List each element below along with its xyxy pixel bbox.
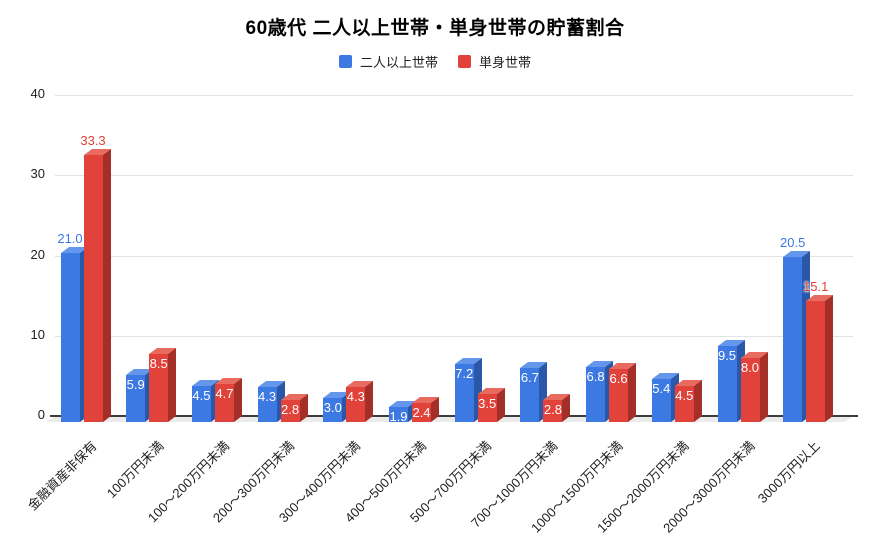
x-axis-label: 金融資産非保有 <box>25 438 101 514</box>
legend-label-series1: 二人以上世帯 <box>359 55 438 70</box>
legend-label-series2: 単身世帯 <box>479 55 532 70</box>
bar-value-label: 4.5 <box>192 387 211 403</box>
legend-item-series1: 二人以上世帯 <box>338 52 438 71</box>
bar-value-label: 8.0 <box>740 359 760 375</box>
bar-value-label: 2.4 <box>412 404 431 420</box>
bar-series2 <box>149 353 169 422</box>
bar-series1 <box>323 397 343 422</box>
bar-value-label: 8.5 <box>149 355 168 371</box>
bar-series2 <box>412 402 431 422</box>
bar-series1 <box>717 345 737 422</box>
legend: 二人以上世帯 単身世帯 <box>0 52 870 71</box>
gridline <box>55 255 853 257</box>
bar-series1 <box>454 364 474 422</box>
bar-value-label: 6.6 <box>609 371 628 387</box>
bar-value-label: 6.7 <box>520 370 539 386</box>
bar-series1 <box>126 374 146 422</box>
bar-value-label: 7.2 <box>455 366 474 382</box>
bar-value-label: 3.5 <box>478 395 497 411</box>
bar-value-label: 2.8 <box>281 401 300 417</box>
bar-value-label: 33.3 <box>80 132 106 148</box>
bar-value-label: 21.0 <box>57 231 83 247</box>
bar-value-label: 3.0 <box>323 399 342 415</box>
bar-value-label: 2.8 <box>543 401 562 417</box>
bar-series1 <box>60 253 80 422</box>
y-axis-tick-label: 10 <box>30 326 45 342</box>
y-axis-tick-label: 20 <box>30 246 45 262</box>
bar-series1 <box>389 406 408 422</box>
y-axis-tick-label: 0 <box>37 407 45 422</box>
gridline <box>55 95 853 96</box>
bar-value-label: 6.8 <box>586 369 605 385</box>
bar-series1 <box>191 385 211 422</box>
bar-series2 <box>543 399 563 422</box>
bar-series2 <box>83 154 103 422</box>
bar-series1 <box>651 378 671 422</box>
x-axis-label: 100万円未満 <box>103 438 166 501</box>
chart-title: 60歳代 二人以上世帯・単身世帯の貯蓄割合 <box>245 18 625 39</box>
y-axis-tick-label: 40 <box>30 86 45 101</box>
bar-value-label: 5.4 <box>652 380 671 396</box>
bar-series2 <box>214 384 234 422</box>
bar-series2 <box>609 369 629 422</box>
legend-item-series2: 単身世帯 <box>458 52 531 71</box>
legend-swatch-series1 <box>338 55 352 68</box>
gridline <box>55 175 853 177</box>
bar-series2 <box>477 393 497 422</box>
legend-swatch-series2 <box>458 55 471 68</box>
bar-value-label: 9.5 <box>717 347 737 363</box>
bar-series2 <box>346 387 366 422</box>
bar-series2 <box>740 357 760 422</box>
y-axis-tick-label: 30 <box>30 166 45 182</box>
bar-value-label: 4.3 <box>346 389 365 405</box>
bar-value-label: 5.9 <box>126 376 145 392</box>
bar-value-label: 4.5 <box>675 387 694 403</box>
bar-series1 <box>257 387 277 422</box>
bar-value-label: 4.3 <box>258 389 277 405</box>
bar-series2 <box>674 385 694 422</box>
bar-series2 <box>806 300 826 422</box>
bar-series1 <box>783 257 803 422</box>
bar-value-label: 15.1 <box>803 278 829 294</box>
x-axis-label: 3000万円以上 <box>755 438 823 506</box>
bar-series2 <box>280 399 300 422</box>
bar-value-label: 4.7 <box>215 386 234 402</box>
bar-series1 <box>520 368 540 422</box>
bar-series1 <box>586 367 606 422</box>
gridline <box>55 335 853 337</box>
bar-value-label: 20.5 <box>780 235 806 251</box>
bar-value-label: 1.9 <box>389 408 408 424</box>
